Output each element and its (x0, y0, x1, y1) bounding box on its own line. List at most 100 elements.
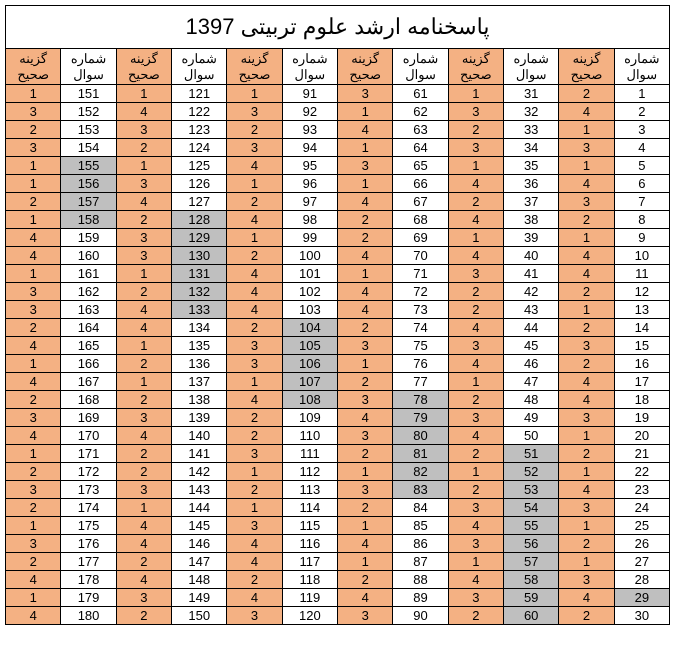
table-row: 104404704100213031604 (6, 247, 670, 265)
question-number: 43 (504, 301, 559, 319)
question-number: 18 (614, 391, 669, 409)
correct-answer: 4 (6, 229, 61, 247)
question-number: 22 (614, 463, 669, 481)
question-number: 144 (172, 499, 227, 517)
correct-answer: 2 (338, 229, 393, 247)
correct-answer: 3 (6, 535, 61, 553)
correct-answer: 1 (227, 499, 282, 517)
question-number: 156 (61, 175, 116, 193)
question-number: 109 (282, 409, 337, 427)
correct-answer: 4 (448, 427, 503, 445)
question-number: 174 (61, 499, 116, 517)
question-number: 41 (504, 265, 559, 283)
correct-answer: 1 (338, 139, 393, 157)
question-number: 60 (504, 607, 559, 625)
question-number: 149 (172, 589, 227, 607)
correct-answer: 3 (448, 103, 503, 121)
correct-answer: 4 (6, 607, 61, 625)
question-number: 138 (172, 391, 227, 409)
correct-answer: 1 (559, 517, 614, 535)
correct-answer: 1 (559, 121, 614, 139)
correct-answer: 4 (338, 301, 393, 319)
question-number: 82 (393, 463, 448, 481)
question-number: 92 (282, 103, 337, 121)
header-question: شمارهسوال (614, 49, 669, 85)
question-number: 74 (393, 319, 448, 337)
correct-answer: 2 (559, 85, 614, 103)
correct-answer: 3 (6, 283, 61, 301)
question-number: 160 (61, 247, 116, 265)
question-number: 125 (172, 157, 227, 175)
correct-answer: 4 (559, 373, 614, 391)
correct-answer: 2 (338, 499, 393, 517)
question-number: 59 (504, 589, 559, 607)
correct-answer: 3 (116, 247, 171, 265)
correct-answer: 4 (338, 589, 393, 607)
question-number: 117 (282, 553, 337, 571)
correct-answer: 3 (227, 337, 282, 355)
question-number: 95 (282, 157, 337, 175)
correct-answer: 4 (559, 481, 614, 499)
correct-answer: 1 (559, 301, 614, 319)
question-number: 71 (393, 265, 448, 283)
table-body: 1231161391112111511243236219231224152331… (6, 85, 670, 625)
question-number: 83 (393, 481, 448, 499)
correct-answer: 3 (338, 85, 393, 103)
correct-answer: 3 (338, 337, 393, 355)
question-number: 111 (282, 445, 337, 463)
question-number: 72 (393, 283, 448, 301)
correct-answer: 3 (116, 589, 171, 607)
header-answer: گزینهصحیح (116, 49, 171, 85)
question-number: 57 (504, 553, 559, 571)
correct-answer: 2 (227, 247, 282, 265)
question-number: 49 (504, 409, 559, 427)
correct-answer: 3 (448, 139, 503, 157)
correct-answer: 4 (6, 571, 61, 589)
correct-answer: 1 (6, 157, 61, 175)
correct-answer: 2 (6, 319, 61, 337)
correct-answer: 1 (6, 517, 61, 535)
correct-answer: 2 (227, 427, 282, 445)
correct-answer: 3 (116, 121, 171, 139)
correct-answer: 1 (6, 589, 61, 607)
question-number: 24 (614, 499, 669, 517)
correct-answer: 3 (338, 391, 393, 409)
question-number: 101 (282, 265, 337, 283)
correct-answer: 2 (448, 607, 503, 625)
header-answer: گزینهصحیح (227, 49, 282, 85)
question-number: 98 (282, 211, 337, 229)
correct-answer: 4 (227, 211, 282, 229)
correct-answer: 4 (559, 175, 614, 193)
question-number: 99 (282, 229, 337, 247)
question-number: 68 (393, 211, 448, 229)
question-number: 6 (614, 175, 669, 193)
question-number: 85 (393, 517, 448, 535)
question-number: 142 (172, 463, 227, 481)
correct-answer: 3 (6, 409, 61, 427)
question-number: 35 (504, 157, 559, 175)
header-answer: گزینهصحیح (448, 49, 503, 85)
correct-answer: 3 (227, 517, 282, 535)
correct-answer: 1 (559, 553, 614, 571)
table-row: 1231161391112111511 (6, 85, 670, 103)
question-number: 38 (504, 211, 559, 229)
correct-answer: 2 (338, 319, 393, 337)
question-number: 67 (393, 193, 448, 211)
correct-answer: 1 (116, 157, 171, 175)
question-number: 73 (393, 301, 448, 319)
question-number: 166 (61, 355, 116, 373)
question-number: 75 (393, 337, 448, 355)
correct-answer: 2 (227, 571, 282, 589)
question-number: 135 (172, 337, 227, 355)
correct-answer: 2 (448, 193, 503, 211)
correct-answer: 4 (227, 283, 282, 301)
question-number: 15 (614, 337, 669, 355)
question-number: 78 (393, 391, 448, 409)
question-number: 55 (504, 517, 559, 535)
question-number: 58 (504, 571, 559, 589)
question-number: 158 (61, 211, 116, 229)
question-number: 114 (282, 499, 337, 517)
question-number: 52 (504, 463, 559, 481)
correct-answer: 4 (227, 535, 282, 553)
correct-answer: 4 (116, 319, 171, 337)
